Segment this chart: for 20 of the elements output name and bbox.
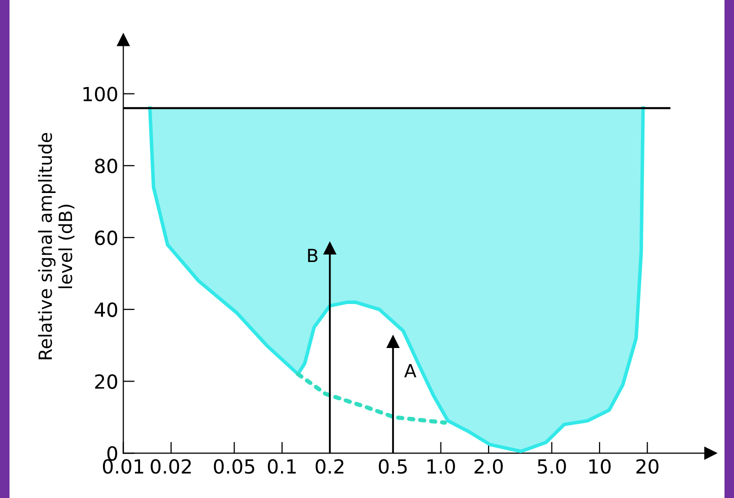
y-tick-label: 60: [95, 230, 118, 246]
x-tick-label: 0.5: [378, 459, 407, 474]
x-tick-label: 1.0: [427, 459, 455, 474]
x-tick-label: 0.1: [268, 459, 296, 474]
y-axis-title: Relative signal amplitude level (dB): [38, 133, 74, 360]
y-tick-label: 80: [95, 158, 118, 174]
y-tick-label: 100: [83, 86, 118, 102]
x-tick-label: 20: [636, 459, 658, 474]
annotation: B: [308, 248, 318, 262]
y-tick-label: 0: [107, 446, 118, 461]
y-tick-label: 20: [95, 374, 118, 389]
x-tick-label: 5.0: [538, 459, 566, 474]
x-tick-label: 10: [589, 459, 611, 474]
x-tick-label: 0.02: [150, 459, 191, 474]
y-tick-label: 40: [94, 302, 118, 318]
x-tick-label: 0.01: [102, 459, 144, 474]
x-tick-label: 0.05: [214, 459, 254, 474]
annotation: A: [404, 364, 416, 378]
x-tick-label: 0.2: [316, 459, 344, 474]
x-tick-label: 2.0: [474, 459, 503, 474]
